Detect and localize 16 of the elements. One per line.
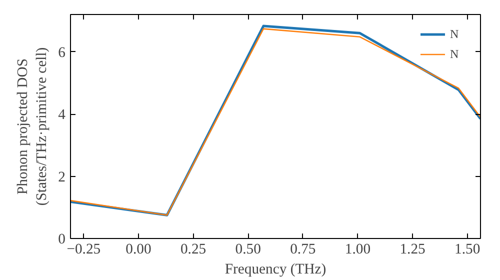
y-tick-label: 4	[58, 107, 66, 124]
y-tick-label: 2	[58, 169, 66, 186]
x-tick-label: 0.25	[180, 242, 206, 258]
x-tick-label: 0.75	[290, 242, 316, 258]
legend-label: N	[450, 46, 460, 62]
y-tick-label: 6	[58, 44, 66, 61]
y-axis-title: Phonon projected DOS (States/THz·primitive cell)	[14, 47, 50, 206]
y-tick-label: 0	[58, 232, 66, 248]
x-tick-label: −0.25	[66, 242, 101, 258]
x-tick-label: 0.50	[235, 242, 261, 258]
legend-label: N	[450, 26, 460, 42]
x-axis-title: Frequency (THz)	[224, 262, 326, 278]
x-tick-label: 0.00	[126, 242, 152, 258]
x-tick-label: 1.50	[454, 242, 480, 258]
x-tick-label: 1.00	[344, 242, 371, 258]
x-tick-label: 1.25	[400, 242, 426, 258]
